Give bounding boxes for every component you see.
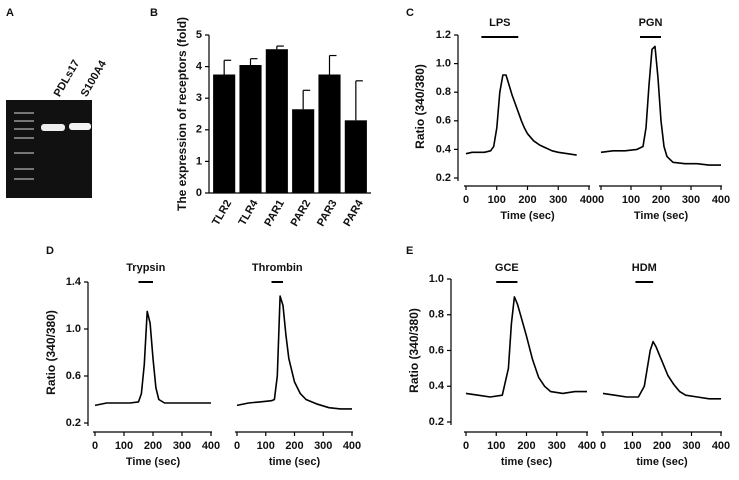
x-tick-label: 400 [712, 194, 730, 206]
x-tick-label: 0 [463, 194, 469, 206]
y-tick-label: 0.8 [436, 86, 451, 98]
stimulus-label: PGN [639, 17, 663, 29]
x-tick-label: 0 [598, 194, 604, 206]
x-tick-label: 300 [682, 194, 700, 206]
x-tick-label: 0 [92, 440, 98, 452]
x-tick-label: 200 [517, 440, 535, 452]
trace [236, 295, 352, 410]
panel-label: C [406, 7, 414, 19]
x-axis-label: Time (sec) [634, 210, 689, 222]
bar [239, 65, 262, 193]
x-tick-label: 300 [548, 440, 566, 452]
y-tick-label: 1.2 [436, 29, 451, 41]
panel-label: A [6, 7, 14, 19]
y-tick-label: 3 [196, 92, 202, 104]
gel-ladder [14, 112, 34, 180]
bar [318, 74, 341, 193]
x-tick-label: 100 [487, 440, 505, 452]
x-tick-label: 300 [549, 194, 567, 206]
bar [344, 120, 367, 193]
y-tick-label: 0.4 [436, 143, 452, 155]
y-tick-label: 1.4 [66, 276, 82, 288]
x-tick-label: 0 [600, 440, 606, 452]
x-tick-label: 300 [682, 440, 700, 452]
gel-image [6, 100, 92, 198]
bar [213, 74, 236, 193]
x-tick-label: 0 [234, 440, 240, 452]
x-axis-label: Time (sec) [500, 210, 555, 222]
panel-label: D [46, 245, 54, 257]
x-tick-label: 400 [578, 440, 596, 452]
y-tick-label: 0.2 [429, 416, 444, 428]
x-tick-label: 0 [463, 440, 469, 452]
trace [600, 45, 721, 166]
y-tick-label: 2 [196, 124, 202, 136]
x-tick-label: 100 [488, 194, 506, 206]
x-tick-label: PAR4 [341, 197, 366, 228]
x-tick-label: 100 [623, 440, 641, 452]
stimulus-label: LPS [489, 17, 510, 29]
y-tick-label: 1.0 [66, 323, 81, 335]
x-tick-label: PAR2 [289, 198, 314, 229]
y-tick-label: 0.6 [429, 344, 444, 356]
gel-band [41, 124, 65, 131]
x-tick-label: 200 [518, 194, 536, 206]
x-axis-label: Time (sec) [126, 456, 181, 468]
x-tick-label: 200 [144, 440, 162, 452]
x-axis-label: time (sec) [636, 456, 688, 468]
stimulus-label: GCE [495, 262, 519, 274]
x-tick-label: 400 [202, 440, 220, 452]
gel-band [69, 123, 91, 130]
x-tick-label: 100 [115, 440, 133, 452]
x-tick-label: TLR4 [236, 197, 261, 228]
x-tick-label: PAR1 [262, 198, 287, 229]
y-tick-label: 0.6 [436, 115, 451, 127]
x-tick-label: 100 [622, 194, 640, 206]
trace [602, 340, 721, 400]
y-axis-label: Ratio (340/380) [413, 64, 427, 149]
x-tick-label: 400 [580, 194, 598, 206]
y-tick-label: 1 [196, 155, 202, 167]
x-tick-label: TLR2 [210, 198, 234, 228]
stimulus-label: Thrombin [252, 262, 303, 274]
panel-label: B [150, 7, 158, 19]
y-tick-label: 0.4 [429, 380, 445, 392]
x-axis-label: time (sec) [269, 456, 321, 468]
x-tick-label: 100 [257, 440, 275, 452]
x-tick-label: 200 [285, 440, 303, 452]
y-tick-label: 0.2 [436, 172, 451, 184]
bar [265, 49, 288, 193]
trace [465, 74, 577, 156]
y-tick-label: 0.8 [429, 309, 444, 321]
y-axis-label: The expression of receptors (fold) [175, 17, 189, 211]
x-tick-label: 300 [314, 440, 332, 452]
y-tick-label: 0.6 [66, 370, 81, 382]
y-axis-label: Ratio (340/380) [407, 308, 421, 393]
lane-label: S100A4 [79, 58, 110, 99]
y-tick-label: 1.0 [436, 58, 451, 70]
x-tick-label: 200 [653, 440, 671, 452]
x-tick-label: 200 [652, 194, 670, 206]
x-tick-label: 400 [712, 440, 730, 452]
trace [465, 296, 587, 398]
x-tick-label: PAR3 [315, 198, 340, 229]
x-axis-label: time (sec) [501, 456, 553, 468]
x-tick-label: 400 [343, 440, 361, 452]
x-tick-label: 300 [173, 440, 191, 452]
trace [94, 310, 211, 407]
stimulus-label: HDM [632, 262, 657, 274]
y-tick-label: 4 [196, 61, 203, 73]
y-tick-label: 5 [196, 29, 202, 41]
y-tick-label: 1.0 [429, 273, 444, 285]
y-axis-label: Ratio (340/380) [44, 310, 58, 395]
panel-label: E [406, 245, 413, 257]
y-tick-label: 0 [196, 187, 202, 199]
y-tick-label: 0.2 [66, 417, 81, 429]
stimulus-label: Trypsin [126, 262, 165, 274]
bar [292, 109, 315, 193]
